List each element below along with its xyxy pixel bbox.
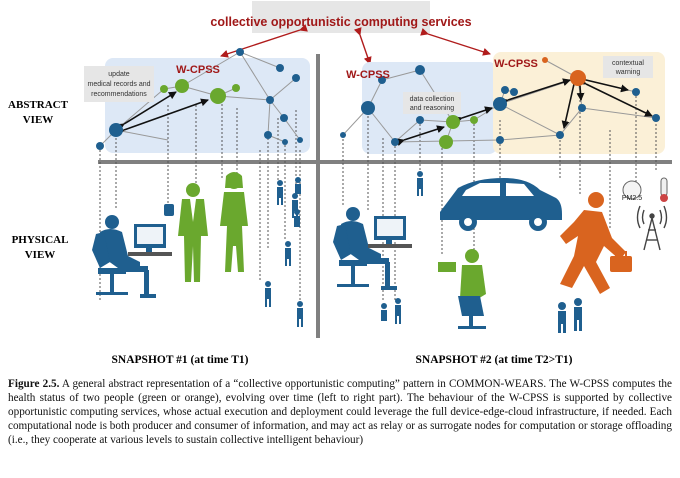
data-collection-line1: data collection bbox=[410, 96, 455, 103]
physical-label-line1: PHYSICAL bbox=[12, 234, 69, 246]
left-computer-icon bbox=[128, 204, 174, 256]
left-annotation-box bbox=[84, 66, 154, 102]
left-bold-arrows bbox=[115, 91, 209, 137]
header-arrows bbox=[220, 24, 491, 65]
snapshot-1-label: SNAPSHOT #1 (at time T1) bbox=[112, 354, 249, 366]
left-annotation-line1: update bbox=[108, 71, 130, 78]
car-icon bbox=[440, 178, 562, 231]
right-wcpss-title-blue: W-CPSS bbox=[346, 69, 390, 81]
green-man-figure bbox=[178, 183, 208, 282]
pm25-label: PM2.5 bbox=[622, 195, 642, 202]
abstract-label-line2: VIEW bbox=[23, 114, 54, 126]
caption-label: Figure 2.5. bbox=[8, 378, 60, 390]
left-network-nodes bbox=[96, 48, 303, 150]
contextual-warning-box bbox=[603, 56, 653, 78]
figure-caption: Figure 2.5. A general abstract represent… bbox=[8, 377, 672, 447]
data-collection-box bbox=[403, 92, 461, 114]
snapshot-2-label: SNAPSHOT #2 (at time T2>T1) bbox=[416, 354, 573, 366]
air-quality-sensor-icon: PM2.5 bbox=[622, 180, 642, 202]
physical-label-line2: VIEW bbox=[25, 249, 56, 261]
right-bold-arrows bbox=[396, 74, 653, 146]
left-annotation-line2: medical records and bbox=[87, 81, 150, 88]
diagram-canvas: collective opportunistic computing servi… bbox=[8, 1, 672, 366]
thermometer-icon bbox=[660, 177, 668, 202]
orange-running-man bbox=[560, 192, 632, 294]
desk-worker-right-figure bbox=[333, 207, 412, 290]
contextual-warning-line1: contextual bbox=[612, 60, 644, 67]
desk-worker-figure bbox=[92, 215, 156, 298]
green-seated-person bbox=[438, 249, 486, 329]
cell-tower-icon bbox=[636, 205, 668, 251]
small-people-left bbox=[265, 177, 303, 327]
abstract-label-line1: ABSTRACT bbox=[8, 99, 69, 111]
left-annotation-line3: recommendations bbox=[91, 91, 147, 98]
small-people-right bbox=[381, 171, 582, 333]
contextual-warning-line2: warning bbox=[615, 69, 641, 76]
left-wcpss-title: W-CPSS bbox=[176, 64, 220, 76]
caption-text: A general abstract representation of a “… bbox=[8, 378, 672, 446]
data-collection-line2: and reasoning bbox=[410, 105, 454, 112]
right-wcpss-title-orange: W-CPSS bbox=[494, 58, 538, 70]
header-label: collective opportunistic computing servi… bbox=[210, 15, 471, 29]
green-woman-figure bbox=[220, 172, 248, 272]
right-network-nodes bbox=[340, 57, 660, 149]
